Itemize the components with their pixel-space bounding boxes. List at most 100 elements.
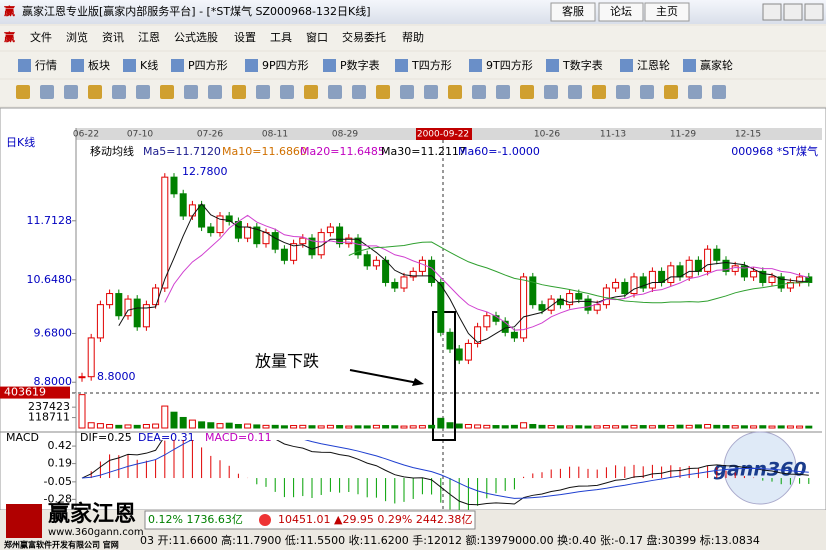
toolbar-item[interactable]: T四方形 <box>411 58 452 72</box>
tool-icon[interactable] <box>184 85 198 99</box>
tool-icon[interactable] <box>400 85 414 99</box>
tool-icon[interactable] <box>376 85 390 99</box>
macd-tick-label: 0.42 <box>48 439 73 452</box>
toolbar-icon[interactable] <box>395 59 408 72</box>
menu-item[interactable]: 资讯 <box>102 31 124 44</box>
candle <box>455 348 463 361</box>
tool-icon[interactable] <box>496 85 510 99</box>
volume-bar <box>492 425 500 429</box>
tool-icon[interactable] <box>592 85 606 99</box>
tool-icon[interactable] <box>688 85 702 99</box>
tool-icon[interactable] <box>664 85 678 99</box>
tool-icon[interactable] <box>136 85 150 99</box>
toolbar-item[interactable]: 行情 <box>35 59 57 72</box>
link-text[interactable]: 主页 <box>656 5 678 18</box>
candle <box>621 281 629 295</box>
tool-icon[interactable] <box>112 85 126 99</box>
volume-bar <box>658 424 666 429</box>
y-tick-label: 8.8000 <box>34 375 73 388</box>
toolbar-icon[interactable] <box>323 59 336 72</box>
tool-icon[interactable] <box>520 85 534 99</box>
toolbar-icon[interactable] <box>71 59 84 72</box>
menu-item[interactable]: 交易委托 <box>342 30 386 44</box>
macd-plot <box>81 440 810 510</box>
candle <box>179 193 187 217</box>
volume-bar <box>78 394 86 429</box>
volume-bar <box>382 425 390 429</box>
menu-item[interactable]: 浏览 <box>66 30 88 44</box>
toolbar-item[interactable]: T数字表 <box>562 58 603 72</box>
tool-icon[interactable] <box>328 85 342 99</box>
date-highlight <box>416 128 472 140</box>
toolbar-item[interactable]: P四方形 <box>188 58 228 72</box>
tool-icon[interactable] <box>16 85 30 99</box>
menu-item[interactable]: 帮助 <box>402 30 424 44</box>
toolbar-item[interactable]: K线 <box>140 58 158 72</box>
link-text[interactable]: 论坛 <box>610 4 632 18</box>
ma-label: Ma60=-1.0000 <box>458 145 540 158</box>
tool-icon[interactable] <box>232 85 246 99</box>
tool-icon[interactable] <box>616 85 630 99</box>
toolbar-item[interactable]: 江恩轮 <box>637 58 670 72</box>
tool-icon[interactable] <box>568 85 582 99</box>
menu-item[interactable]: 公式选股 <box>174 31 218 44</box>
toolbar-item[interactable]: 9P四方形 <box>262 58 309 72</box>
toolbar-item[interactable]: 赢家轮 <box>700 58 733 72</box>
candle <box>667 265 675 283</box>
toolbar-icon[interactable] <box>683 59 696 72</box>
app-icon: 赢 <box>4 4 15 18</box>
tool-icon[interactable] <box>448 85 462 99</box>
tool-icon[interactable] <box>64 85 78 99</box>
tool-icon[interactable] <box>304 85 318 99</box>
volume-bar <box>648 425 656 429</box>
link-text[interactable]: 客服 <box>562 4 584 18</box>
candle <box>400 276 408 289</box>
tool-icon[interactable] <box>256 85 270 99</box>
ma-label: Ma10=11.6860 <box>222 145 307 158</box>
tool-icon[interactable] <box>160 85 174 99</box>
menu-item[interactable]: 窗口 <box>306 30 328 44</box>
link-button[interactable] <box>598 2 644 22</box>
link-button[interactable] <box>644 2 690 22</box>
tool-icon[interactable] <box>352 85 366 99</box>
tool-icon[interactable] <box>640 85 654 99</box>
toolbar-item[interactable]: 9T四方形 <box>486 58 533 72</box>
menu-item[interactable]: 工具 <box>270 31 292 44</box>
candle <box>464 342 472 361</box>
candle <box>750 270 758 278</box>
window-controls[interactable] <box>762 3 824 21</box>
tool-icon[interactable] <box>280 85 294 99</box>
menu-item[interactable]: 设置 <box>234 31 256 44</box>
toolbar-icon[interactable] <box>469 59 482 72</box>
menu-item[interactable]: 文件 <box>30 30 52 44</box>
toolbar-icon[interactable] <box>18 59 31 72</box>
toolbar-item[interactable]: P数字表 <box>340 58 380 72</box>
candle <box>363 254 371 267</box>
volume-bar <box>198 421 206 429</box>
volume-bar <box>547 425 555 429</box>
macd-dea: DEA=0.31 <box>138 431 195 444</box>
volume-bar <box>713 424 721 429</box>
tool-icon[interactable] <box>544 85 558 99</box>
tool-icon[interactable] <box>712 85 726 99</box>
menu-item[interactable]: 江恩 <box>138 31 160 44</box>
candle <box>96 304 104 339</box>
toolbar-icon[interactable] <box>123 59 136 72</box>
candle <box>602 287 610 306</box>
volume-bar <box>501 425 509 429</box>
toolbar-icon[interactable] <box>171 59 184 72</box>
tool-icon[interactable] <box>424 85 438 99</box>
toolbar-icon[interactable] <box>546 59 559 72</box>
tool-icon[interactable] <box>472 85 486 99</box>
link-button[interactable] <box>550 2 596 22</box>
toolbar-item[interactable]: 板块 <box>88 58 110 72</box>
tool-icon[interactable] <box>40 85 54 99</box>
tool-icon[interactable] <box>88 85 102 99</box>
toolbar-icon[interactable] <box>245 59 258 72</box>
volume-bar <box>566 425 574 429</box>
tool-icon[interactable] <box>208 85 222 99</box>
candle <box>354 237 362 256</box>
toolbar-icon[interactable] <box>620 59 633 72</box>
volume-bar <box>556 425 564 429</box>
candle <box>308 237 316 256</box>
